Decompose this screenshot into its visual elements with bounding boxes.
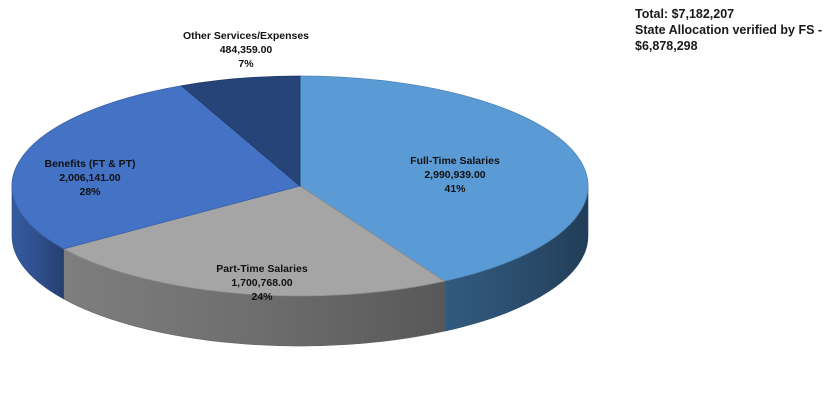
total-summary: Total: $7,182,207 State Allocation verif… — [635, 6, 835, 54]
slice-label-percent: 7% — [238, 58, 254, 70]
pie-side-walls — [11, 185, 589, 347]
slice-label-percent: 28% — [79, 186, 101, 198]
pie-slice-benefits-ft-pt — [11, 85, 301, 250]
pie-top-faces — [11, 75, 589, 297]
slice-label-percent: 24% — [251, 291, 273, 303]
total-amount: Total: $7,182,207 — [635, 7, 735, 21]
pie-data-labels: Full-Time Salaries 2,990,939.00 41% Part-Ti… — [45, 30, 500, 303]
slice-label-name: Other Services/Expenses — [183, 30, 309, 42]
slice-label-name: Benefits (FT & PT) — [45, 158, 136, 170]
slice-label-value: 1,700,768.00 — [231, 277, 292, 289]
pie-slice-other-services-expenses — [180, 75, 301, 187]
pie-slice-full-time-salaries — [299, 75, 589, 282]
slice-label-value: 2,990,939.00 — [424, 169, 485, 181]
state-allocation-amount: $6,878,298 — [635, 39, 698, 53]
slice-label-value: 484,359.00 — [220, 44, 273, 56]
slice-label-percent: 41% — [444, 183, 466, 195]
slice-label-value: 2,006,141.00 — [59, 172, 120, 184]
pie-slice-part-time-salaries — [62, 185, 446, 297]
slice-label-name: Full-Time Salaries — [410, 155, 500, 167]
state-allocation-label: State Allocation verified by FS - — [635, 23, 823, 37]
slice-label-name: Part-Time Salaries — [216, 263, 308, 275]
